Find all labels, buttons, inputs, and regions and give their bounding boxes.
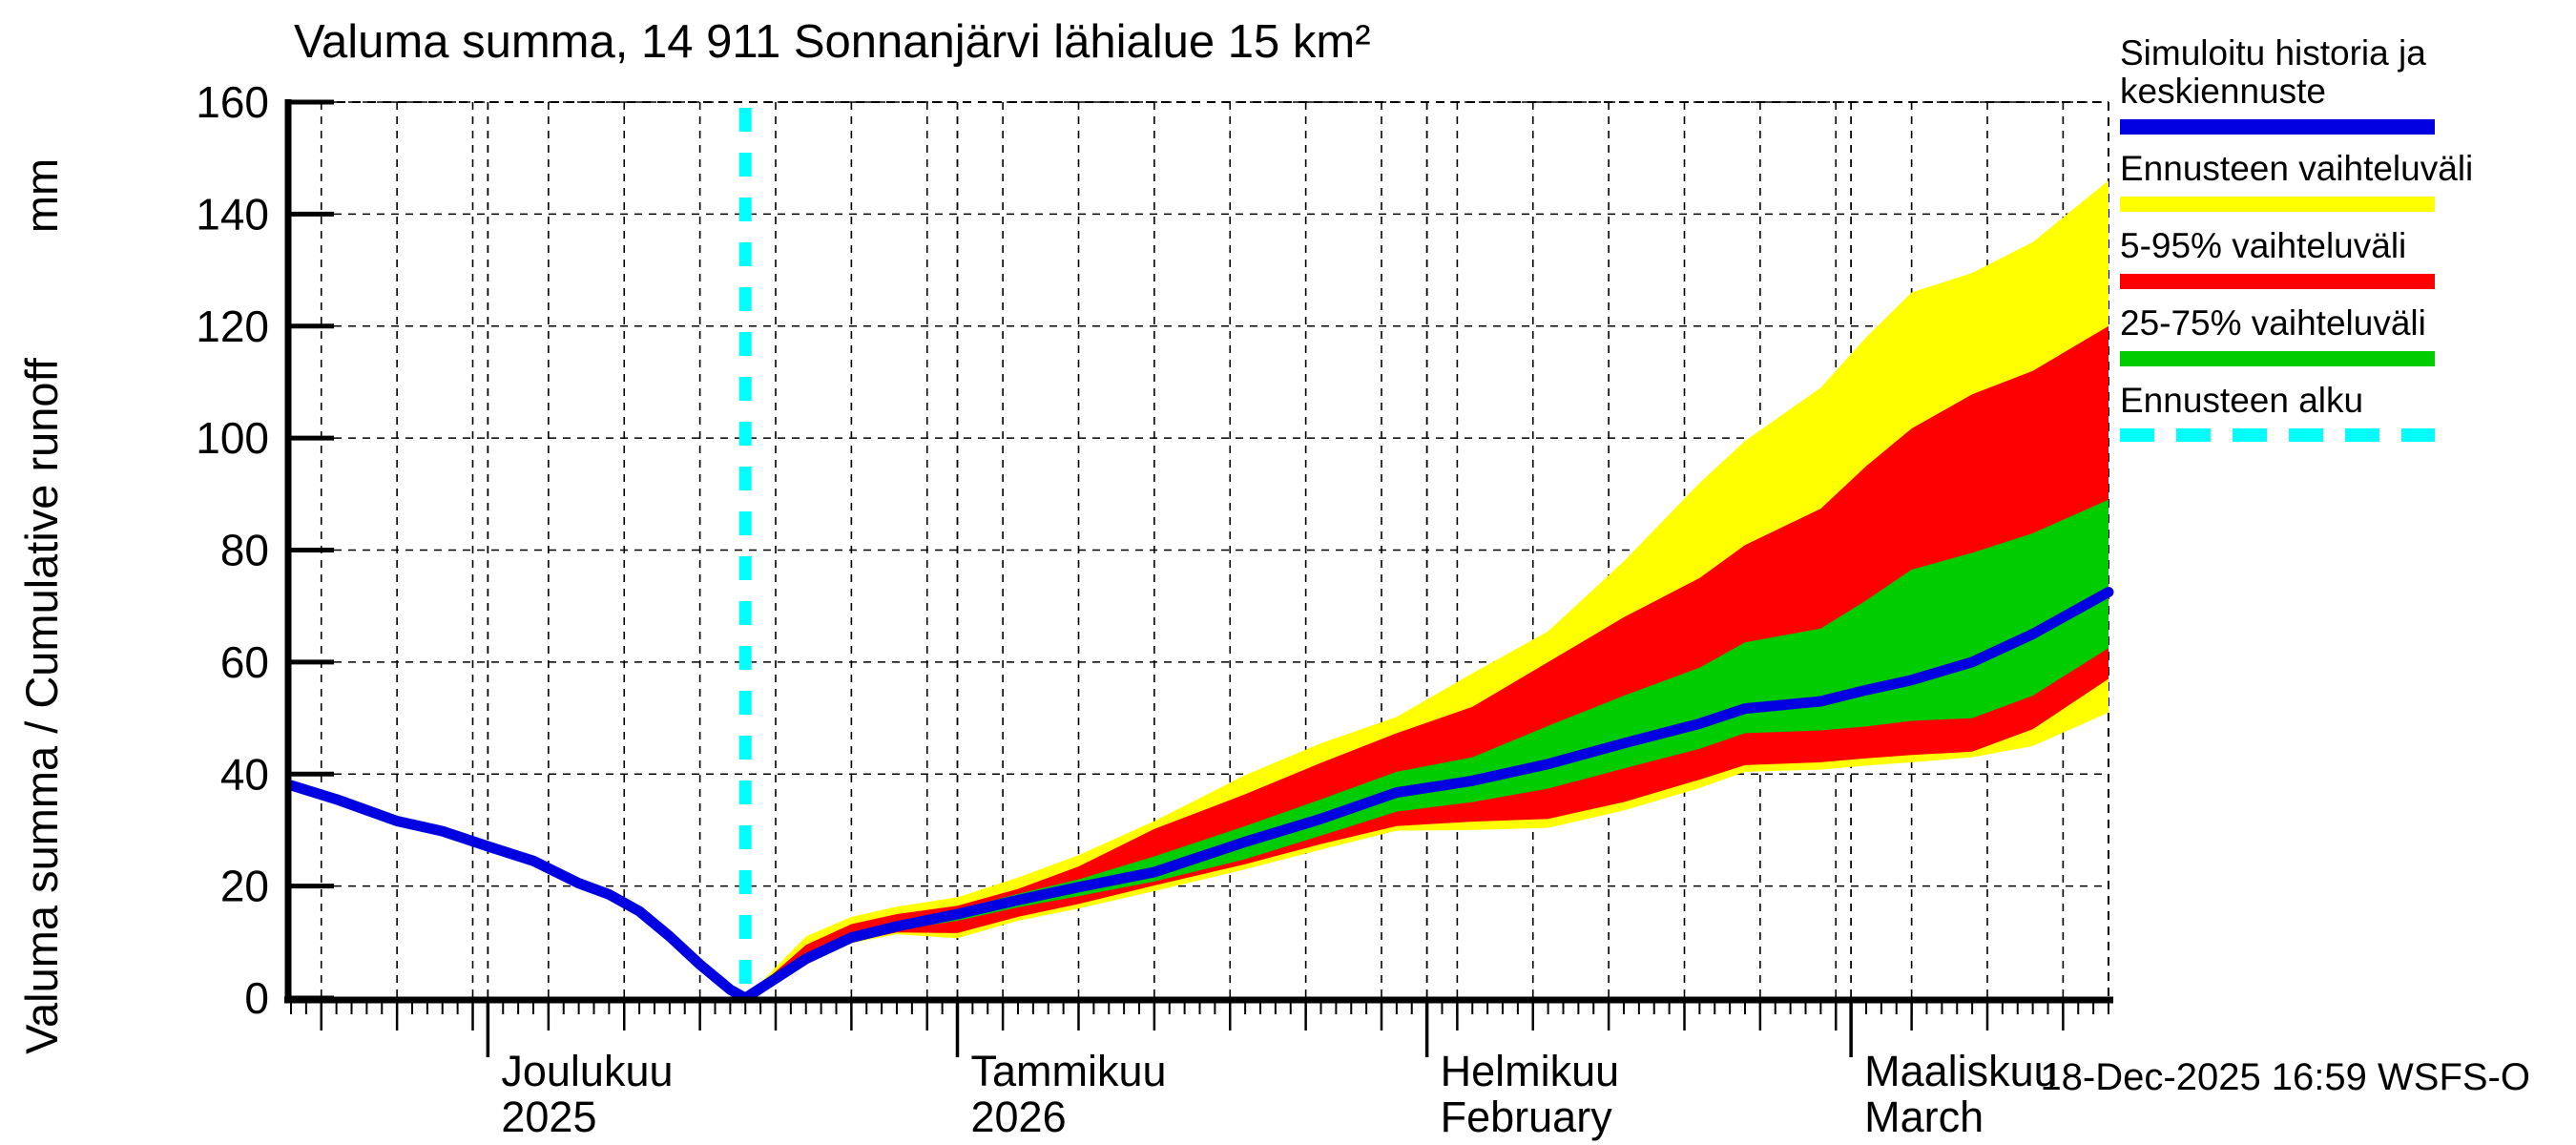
month-label: Joulukuu bbox=[501, 1047, 673, 1095]
chart-title: Valuma summa, 14 911 Sonnanjärvi lähialu… bbox=[294, 16, 1371, 68]
legend-item: Simuloitu historia ja keskiennuste bbox=[2120, 34, 2568, 135]
legend-label: Ennusteen vaihteluväli bbox=[2120, 148, 2474, 188]
legend-swatch-solid bbox=[2120, 196, 2435, 212]
legend-item: 5-95% vaihteluväli bbox=[2120, 225, 2568, 289]
y-tick-label: 20 bbox=[220, 862, 269, 911]
legend-swatch-solid bbox=[2120, 350, 2435, 366]
y-axis-unit: mm bbox=[16, 158, 67, 233]
month-sublabel: 2025 bbox=[501, 1093, 596, 1141]
legend-label: 25-75% vaihteluväli bbox=[2120, 302, 2426, 343]
month-sublabel: February bbox=[1441, 1093, 1613, 1141]
y-tick-label: 140 bbox=[196, 189, 269, 239]
legend-item: 25-75% vaihteluväli bbox=[2120, 302, 2568, 366]
legend-label: Ennusteen alku bbox=[2120, 380, 2364, 420]
y-tick-label: 120 bbox=[196, 302, 269, 351]
legend-item: Ennusteen vaihteluväli bbox=[2120, 148, 2568, 212]
month-label: Maaliskuu bbox=[1864, 1047, 2058, 1095]
month-label: Tammikuu bbox=[971, 1047, 1167, 1095]
month-label: Helmikuu bbox=[1441, 1047, 1620, 1095]
y-tick-label: 80 bbox=[220, 526, 269, 575]
y-tick-label: 40 bbox=[220, 749, 269, 799]
timestamp: 18-Dec-2025 16:59 WSFS-O bbox=[2040, 1056, 2530, 1098]
y-axis-title: Valuma summa / Cumulative runoff bbox=[16, 357, 67, 1054]
y-tick-label: 160 bbox=[196, 77, 269, 127]
median-line bbox=[285, 587, 2114, 1004]
legend-swatch-dashed bbox=[2120, 427, 2435, 442]
y-tick-label: 100 bbox=[196, 413, 269, 463]
y-tick-label: 0 bbox=[244, 973, 269, 1023]
legend-label: 5-95% vaihteluväli bbox=[2120, 225, 2407, 265]
chart-legend: Simuloitu historia ja keskiennuste Ennust… bbox=[2120, 34, 2568, 457]
month-sublabel: 2026 bbox=[971, 1093, 1067, 1141]
legend-swatch-solid bbox=[2120, 273, 2435, 289]
legend-label: Simuloitu historia ja keskiennuste bbox=[2120, 33, 2426, 111]
month-sublabel: March bbox=[1864, 1093, 1984, 1141]
legend-swatch-solid bbox=[2120, 118, 2435, 135]
y-tick-label: 60 bbox=[220, 637, 269, 687]
legend-item: Ennusteen alku bbox=[2120, 380, 2568, 442]
